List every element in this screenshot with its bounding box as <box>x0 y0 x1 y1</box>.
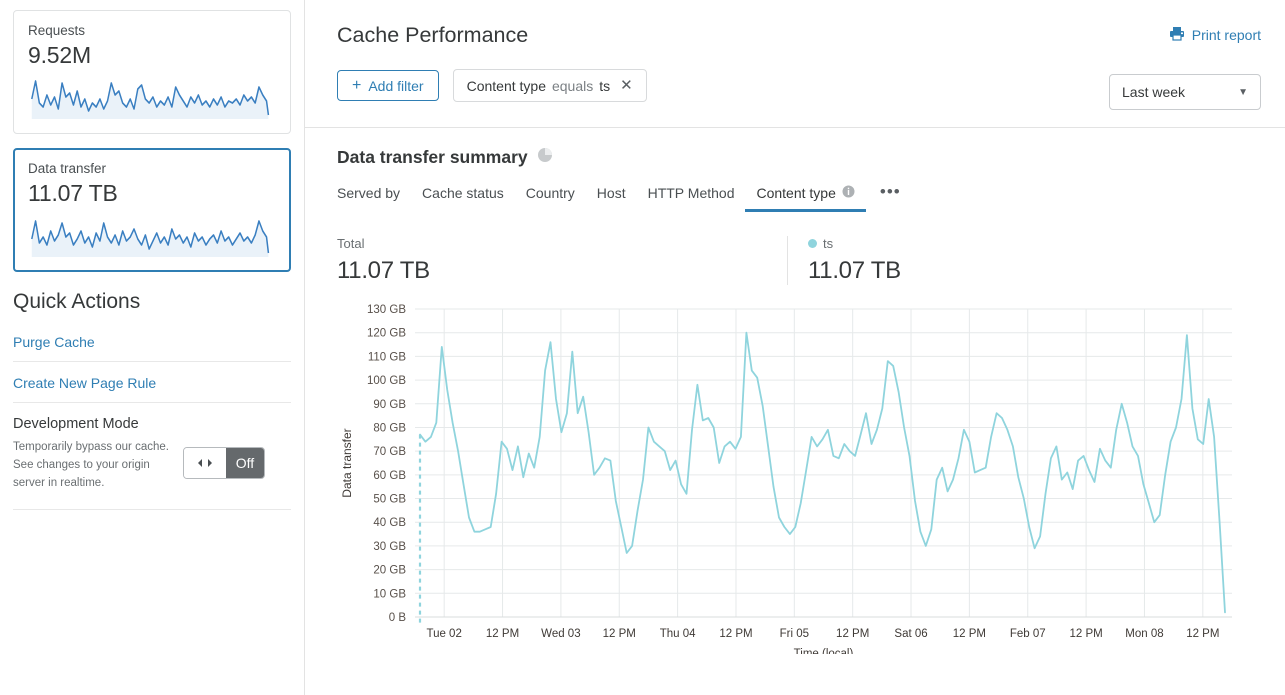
y-axis-tick-label: 10 GB <box>373 588 406 600</box>
x-axis-tick-label: 12 PM <box>836 628 869 640</box>
y-axis-tick-label: 100 GB <box>367 375 406 387</box>
series-legend: ts <box>808 236 901 251</box>
metric-value: 11.07 TB <box>28 180 118 207</box>
tab-content-type[interactable]: Content type <box>745 185 866 212</box>
x-axis-tick-label: Tue 02 <box>426 628 461 640</box>
tab-content-type-label: Content type <box>756 185 836 201</box>
info-icon[interactable] <box>842 185 855 201</box>
y-axis-tick-label: 0 B <box>389 612 407 624</box>
add-filter-label: Add filter <box>368 77 424 94</box>
x-axis-tick-label: 12 PM <box>603 628 636 640</box>
y-axis-tick-label: 60 GB <box>373 470 406 482</box>
tab-http-method[interactable]: HTTP Method <box>647 185 735 201</box>
x-axis-tick-label: 12 PM <box>1186 628 1219 640</box>
filter-chip-field: Content type <box>466 77 546 94</box>
toggle-state-label: Off <box>226 448 264 479</box>
series-value: 11.07 TB <box>808 257 901 284</box>
print-report-button[interactable]: Print report <box>1169 26 1261 44</box>
filter-row: + Add filter Content type equals ts ✕ <box>337 69 1261 102</box>
chevron-down-icon: ▼ <box>1238 86 1248 98</box>
total-caption: Total <box>337 236 365 251</box>
y-axis-tick-label: 80 GB <box>373 422 406 434</box>
metric-card-data-transfer[interactable]: Data transfer 11.07 TB <box>13 148 291 273</box>
data-transfer-chart[interactable]: 0 B 10 GB 20 GB 30 GB 40 GB 50 GB 60 GB 70 GB 80… <box>337 299 1261 654</box>
requests-sparkline <box>31 80 270 120</box>
sidebar: Requests 9.52M Data transfer 11.07 TB Qu… <box>0 0 305 695</box>
data-transfer-sparkline <box>31 220 270 258</box>
totals-row: Total 11.07 TB ts 11.07 TB <box>337 236 1261 285</box>
x-axis-tick-label: Mon 08 <box>1125 628 1163 640</box>
tab-country[interactable]: Country <box>525 185 575 201</box>
metric-card-requests[interactable]: Requests 9.52M <box>13 10 291 135</box>
plus-icon: + <box>352 76 362 94</box>
x-axis-tick-label: 12 PM <box>1069 628 1102 640</box>
section-title: Data transfer summary <box>337 147 528 167</box>
quick-actions-title: Quick Actions <box>13 290 141 314</box>
metric-label: Data transfer <box>28 161 107 177</box>
x-axis-tick-label: Wed 03 <box>541 628 580 640</box>
tab-host[interactable]: Host <box>596 185 626 201</box>
y-axis-tick-label: 20 GB <box>373 565 406 577</box>
development-mode-description: Temporarily bypass our cache. See change… <box>13 441 169 489</box>
add-filter-button[interactable]: + Add filter <box>337 70 439 101</box>
create-new-page-rule-link[interactable]: Create New Page Rule <box>13 369 291 404</box>
y-axis-tick-label: 70 GB <box>373 446 406 458</box>
x-axis-tick-label: 12 PM <box>953 628 986 640</box>
y-axis-tick-label: 40 GB <box>373 517 406 529</box>
metric-value: 9.52M <box>28 42 91 69</box>
page-header: Cache Performance Print report + Add fil… <box>305 0 1285 128</box>
y-axis-tick-label: 50 GB <box>373 494 406 506</box>
filter-chip-content-type[interactable]: Content type equals ts ✕ <box>452 69 647 102</box>
pie-chart-icon <box>537 147 553 168</box>
summary-tabs: Served by Cache status Country Host HTTP… <box>337 182 1261 212</box>
filter-chip-operator: equals <box>551 77 594 94</box>
page-title: Cache Performance <box>337 23 529 47</box>
x-axis-title: Time (local) <box>794 648 854 654</box>
x-axis-tick-label: 12 PM <box>486 628 519 640</box>
left-right-arrow-icon <box>184 448 226 479</box>
total-block: Total 11.07 TB <box>337 236 787 285</box>
section-title-row: Data transfer summary <box>337 147 1261 168</box>
chart-svg: 0 B 10 GB 20 GB 30 GB 40 GB 50 GB 60 GB 70 GB 80… <box>340 304 1232 654</box>
tab-served-by[interactable]: Served by <box>337 185 401 201</box>
development-mode-section: Development Mode Temporarily bypass our … <box>13 410 291 510</box>
ellipsis-icon[interactable]: ••• <box>879 182 901 201</box>
date-range-value: Last week <box>1122 84 1186 100</box>
printer-icon <box>1169 26 1185 44</box>
main-content: Cache Performance Print report + Add fil… <box>305 0 1285 695</box>
metric-label: Requests <box>28 23 86 38</box>
x-axis-tick-label: Feb 07 <box>1010 628 1046 640</box>
development-mode-toggle[interactable]: Off <box>183 447 265 480</box>
x-axis-tick-label: Thu 04 <box>660 628 696 640</box>
x-axis-tick-label: Fri 05 <box>780 628 809 640</box>
development-mode-title: Development Mode <box>13 416 139 433</box>
x-axis-tick-label: Sat 06 <box>894 628 927 640</box>
chart-series-line <box>419 331 1226 614</box>
tab-cache-status[interactable]: Cache status <box>422 185 504 201</box>
series-block: ts 11.07 TB <box>787 236 901 285</box>
series-name: ts <box>823 236 834 251</box>
y-axis-tick-label: 120 GB <box>367 328 406 340</box>
y-axis-tick-label: 110 GB <box>368 351 406 363</box>
close-icon[interactable]: ✕ <box>620 77 633 94</box>
print-report-label: Print report <box>1191 27 1261 43</box>
summary-section: Data transfer summary Served by Cache st… <box>305 128 1285 654</box>
purge-cache-link[interactable]: Purge Cache <box>13 328 291 363</box>
filter-chip-value: ts <box>599 77 611 94</box>
y-axis-tick-label: 130 GB <box>367 304 406 316</box>
x-axis-tick-label: 12 PM <box>719 628 752 640</box>
y-axis-tick-label: 30 GB <box>373 541 406 553</box>
y-axis-title: Data transfer <box>340 428 354 497</box>
y-axis-tick-label: 90 GB <box>373 399 406 411</box>
legend-dot-icon <box>808 239 817 248</box>
date-range-select[interactable]: Last week ▼ <box>1109 74 1261 110</box>
total-value: 11.07 TB <box>337 257 430 284</box>
